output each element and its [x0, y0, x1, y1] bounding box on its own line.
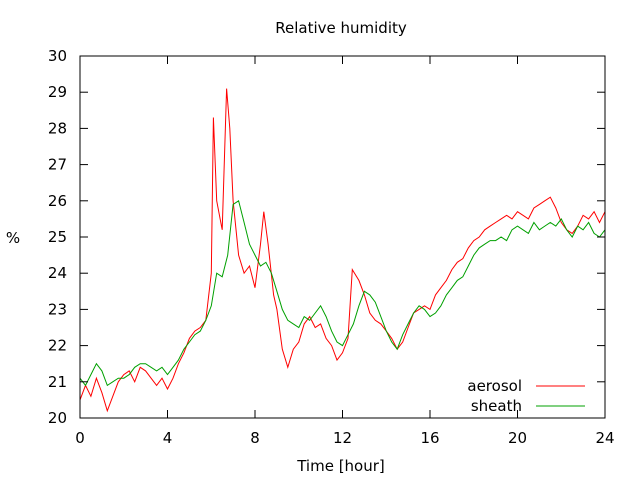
- y-tick-label: 22: [48, 337, 67, 355]
- x-axis-label: Time [hour]: [296, 457, 385, 475]
- x-tick-label: 20: [508, 429, 527, 447]
- x-tick-label: 24: [595, 429, 614, 447]
- x-tick-label: 0: [75, 429, 85, 447]
- y-axis-label: %: [6, 229, 20, 247]
- legend: aerosol sheath: [467, 377, 585, 415]
- series-line-aerosol: [79, 88, 606, 413]
- x-tick-label: 12: [333, 429, 352, 447]
- y-tick-label: 28: [48, 119, 67, 137]
- legend-label-sheath: sheath: [471, 397, 522, 415]
- y-tick-label: 24: [48, 264, 67, 282]
- y-tick-label: 29: [48, 83, 67, 101]
- series-line-sheath: [79, 199, 606, 387]
- y-tick-label: 23: [48, 300, 67, 318]
- y-tick-label: 25: [48, 228, 67, 246]
- series-layer: [79, 88, 606, 413]
- y-tick-label: 20: [48, 409, 67, 427]
- legend-label-aerosol: aerosol: [467, 377, 522, 395]
- x-tick-label: 4: [163, 429, 173, 447]
- chart-title: Relative humidity: [275, 19, 407, 37]
- y-tick-label: 27: [48, 156, 67, 174]
- y-tick-label: 26: [48, 192, 67, 210]
- y-tick-label: 30: [48, 47, 67, 65]
- x-tick-label: 16: [420, 429, 439, 447]
- ticks-layer: 20 21 22 23 24 25 26 27 28 29 30 0 4 8 12 16 20 24: [48, 47, 615, 447]
- plot-frame: [79, 55, 606, 419]
- x-tick-label: 8: [250, 429, 260, 447]
- y-tick-label: 21: [48, 373, 67, 391]
